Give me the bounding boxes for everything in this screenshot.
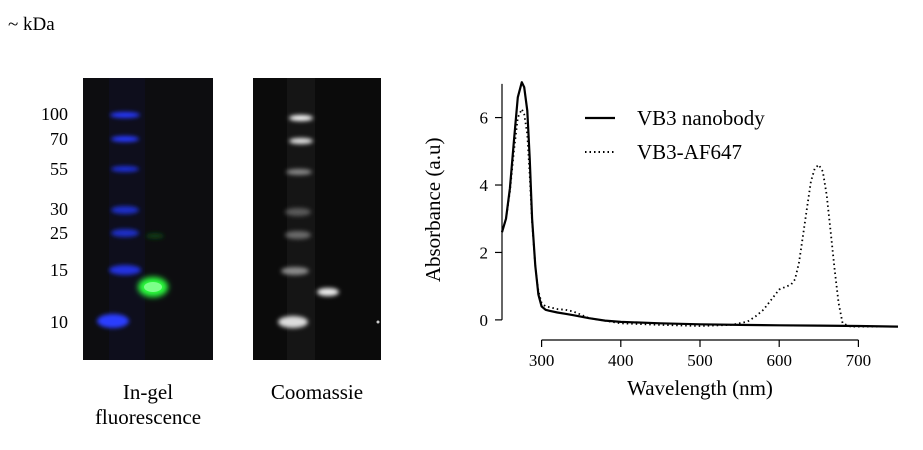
x-tick-label-700: 700 <box>846 351 872 370</box>
legend-label-vb3-af647: VB3-AF647 <box>637 140 742 164</box>
ladder-lane <box>109 78 145 360</box>
y-tick-label-4: 4 <box>480 176 489 195</box>
series-line-vb3-af647 <box>501 108 898 328</box>
in-gel-fluorescence-caption: In-gel fluorescence <box>88 380 208 430</box>
kda-unit-label: ~ kDa <box>8 14 55 35</box>
y-tick-label-6: 6 <box>480 109 489 128</box>
ladder-band-70 <box>111 136 139 142</box>
coomassie-gel-image <box>253 78 381 360</box>
legend: VB3 nanobody VB3-AF647 <box>585 106 765 164</box>
faint-green-band <box>146 233 164 239</box>
coomassie-sample-band <box>317 288 339 296</box>
coomassie-band-25 <box>285 231 311 239</box>
coomassie-band-55 <box>286 169 312 175</box>
mw-label-10: 10 <box>50 312 68 332</box>
gel-background <box>83 78 213 360</box>
legend-label-vb3-nanobody: VB3 nanobody <box>637 106 765 130</box>
coomassie-band-30 <box>285 208 311 216</box>
in-gel-fluorescence-image <box>83 78 213 360</box>
sample-band-core <box>144 282 162 292</box>
caption-line-2: fluorescence <box>94 405 202 429</box>
y-axis-label: Absorbance (a.u) <box>421 138 445 283</box>
caption-line-1: In-gel <box>122 380 174 404</box>
mw-label-15: 15 <box>50 260 68 280</box>
ladder-band-15 <box>109 265 141 275</box>
axis-ticks: 0 2 4 6 300 400 500 600 700 <box>480 109 872 370</box>
coomassie-background <box>253 78 381 360</box>
ladder-band-30 <box>111 206 139 214</box>
mw-label-25: 25 <box>50 223 68 243</box>
mw-label-55: 55 <box>50 159 68 179</box>
y-tick-label-0: 0 <box>480 311 489 330</box>
coomassie-band-70 <box>289 138 313 144</box>
speck <box>376 320 380 324</box>
coomassie-caption: Coomassie <box>270 380 364 404</box>
x-tick-label-600: 600 <box>766 351 792 370</box>
absorbance-chart: 0 2 4 6 300 400 500 600 700 Wavelength (nm) Abso… <box>421 81 899 400</box>
ladder-band-100 <box>110 112 140 118</box>
coomassie-ladder-lane <box>287 78 315 360</box>
series-line-vb3-nanobody <box>500 81 899 328</box>
coomassie-band-10 <box>278 316 308 328</box>
series-group <box>500 81 899 328</box>
mw-label-100: 100 <box>41 104 68 124</box>
x-axis-label: Wavelength (nm) <box>627 376 773 400</box>
mw-label-70: 70 <box>50 129 68 149</box>
x-tick-label-500: 500 <box>687 351 713 370</box>
x-tick-label-400: 400 <box>608 351 634 370</box>
ladder-band-25 <box>111 229 139 237</box>
y-tick-label-2: 2 <box>480 243 489 262</box>
ladder-band-55 <box>111 166 139 172</box>
ladder-band-10 <box>97 314 129 328</box>
x-tick-label-300: 300 <box>529 351 555 370</box>
coomassie-band-100 <box>289 115 313 121</box>
coomassie-band-15 <box>281 267 309 275</box>
mw-label-30: 30 <box>50 199 68 219</box>
